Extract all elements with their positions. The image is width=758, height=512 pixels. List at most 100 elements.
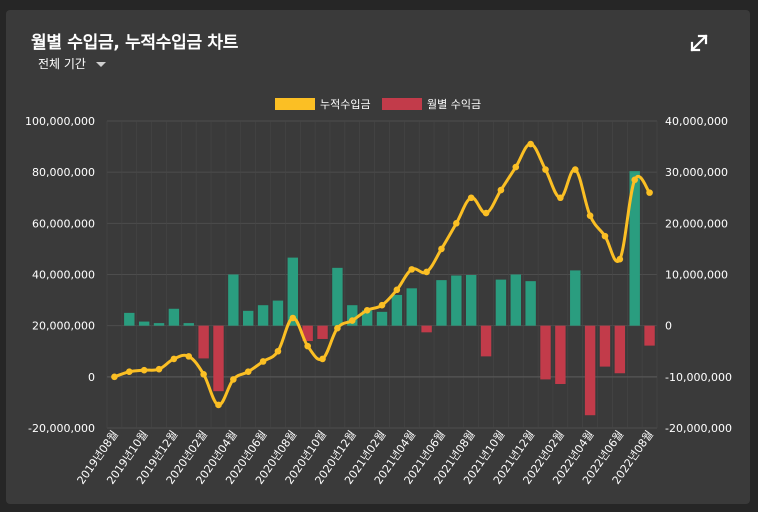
line-point[interactable]: [601, 232, 609, 240]
y-left-tick-label: 40,000,000: [32, 269, 95, 282]
bar[interactable]: [198, 325, 209, 359]
bar[interactable]: [644, 325, 655, 346]
y-axis-right: -20,000,000 -10,000,000 0 10,000,000 20,000,…: [665, 115, 732, 435]
bar[interactable]: [614, 325, 626, 374]
bar[interactable]: [347, 305, 358, 326]
bar[interactable]: [391, 294, 403, 326]
line-point[interactable]: [542, 166, 549, 173]
bar[interactable]: [243, 310, 254, 326]
line-point[interactable]: [274, 347, 282, 355]
line-point[interactable]: [557, 194, 564, 202]
y-left-tick-label: 0: [88, 371, 95, 384]
bar[interactable]: [599, 325, 611, 367]
bar[interactable]: [183, 323, 194, 326]
line-point[interactable]: [319, 355, 326, 363]
line-point[interactable]: [631, 176, 639, 184]
line-point[interactable]: [363, 307, 371, 314]
legend-label[interactable]: 월별 수익금: [427, 98, 481, 111]
line-point[interactable]: [423, 268, 430, 276]
line-point[interactable]: [304, 342, 311, 350]
bar[interactable]: [451, 275, 462, 326]
bar[interactable]: [124, 312, 135, 326]
bar[interactable]: [272, 300, 284, 326]
bar[interactable]: [213, 325, 224, 392]
bar[interactable]: [421, 325, 432, 333]
bar[interactable]: [510, 274, 521, 326]
bar[interactable]: [138, 321, 150, 326]
bar[interactable]: [257, 305, 269, 326]
line-point[interactable]: [215, 401, 222, 409]
bar[interactable]: [629, 171, 640, 326]
line-point[interactable]: [512, 163, 520, 171]
bar[interactable]: [465, 275, 477, 326]
line-point[interactable]: [482, 209, 490, 217]
y-right-tick-label: 30,000,000: [665, 166, 728, 179]
bar[interactable]: [287, 257, 299, 326]
line-point[interactable]: [646, 189, 653, 196]
line-point[interactable]: [438, 245, 445, 253]
y-right-tick-label: -20,000,000: [665, 422, 732, 435]
line-point[interactable]: [334, 324, 341, 332]
bar[interactable]: [480, 325, 492, 357]
bar[interactable]: [436, 280, 447, 326]
x-axis: 2019년08월2019년10월2019년12월2020년02월2020년04월…: [75, 428, 656, 486]
line-point[interactable]: [140, 366, 148, 374]
y-right-tick-label: -10,000,000: [665, 371, 732, 384]
line-point[interactable]: [527, 140, 534, 148]
line-point[interactable]: [244, 368, 252, 376]
bar[interactable]: [361, 310, 373, 326]
line-point[interactable]: [259, 358, 267, 365]
bar[interactable]: [525, 281, 536, 326]
y-axis-left: -20,000,000 0 20,000,000 40,000,000 60,000,0…: [25, 115, 95, 435]
line-point[interactable]: [170, 355, 178, 363]
chart-card: [6, 10, 750, 504]
line-point[interactable]: [348, 317, 356, 324]
line-point[interactable]: [453, 220, 460, 227]
line-point[interactable]: [230, 376, 237, 383]
bar[interactable]: [570, 270, 581, 326]
legend-swatch: [275, 98, 315, 110]
line-point[interactable]: [111, 373, 118, 381]
bar[interactable]: [376, 311, 388, 326]
y-left-tick-label: 80,000,000: [32, 166, 95, 179]
period-dropdown-label: 전체 기간: [38, 57, 86, 71]
bar[interactable]: [540, 325, 551, 380]
legend-swatch: [382, 98, 422, 110]
bar[interactable]: [228, 274, 239, 326]
line-point[interactable]: [200, 370, 207, 378]
legend-label[interactable]: 누적수입금: [320, 98, 371, 111]
line-point[interactable]: [185, 353, 193, 360]
y-left-tick-label: -20,000,000: [28, 422, 95, 435]
bar[interactable]: [584, 325, 596, 416]
y-left-tick-label: 60,000,000: [32, 217, 95, 230]
line-point[interactable]: [289, 314, 297, 322]
line-point[interactable]: [571, 166, 579, 173]
line-point[interactable]: [616, 255, 624, 263]
bar[interactable]: [168, 308, 180, 326]
line-point[interactable]: [467, 194, 475, 202]
y-right-tick-label: 40,000,000: [665, 115, 728, 128]
expand-icon: [690, 34, 708, 52]
line-point[interactable]: [586, 212, 594, 219]
line-point[interactable]: [378, 301, 386, 309]
line-point[interactable]: [497, 186, 505, 194]
bar[interactable]: [332, 267, 343, 326]
chart-title: 월별 수입금, 누적수입금 차트: [31, 33, 239, 53]
caret-down-icon: [95, 61, 106, 67]
bar[interactable]: [153, 323, 165, 326]
bar[interactable]: [495, 279, 507, 326]
bar[interactable]: [302, 325, 313, 342]
line-point[interactable]: [155, 365, 163, 373]
line-point[interactable]: [125, 368, 133, 376]
y-right-tick-label: 0: [665, 320, 672, 333]
expand-button[interactable]: [688, 32, 710, 54]
bar[interactable]: [317, 325, 328, 339]
bar[interactable]: [406, 288, 417, 326]
y-right-tick-label: 20,000,000: [665, 217, 728, 230]
bar-series: [124, 171, 655, 416]
line-point[interactable]: [393, 286, 401, 294]
bar[interactable]: [555, 325, 566, 384]
legend: 누적수입금 월별 수익금: [275, 98, 481, 111]
period-dropdown[interactable]: 전체 기간: [38, 55, 106, 72]
line-point[interactable]: [408, 266, 416, 273]
